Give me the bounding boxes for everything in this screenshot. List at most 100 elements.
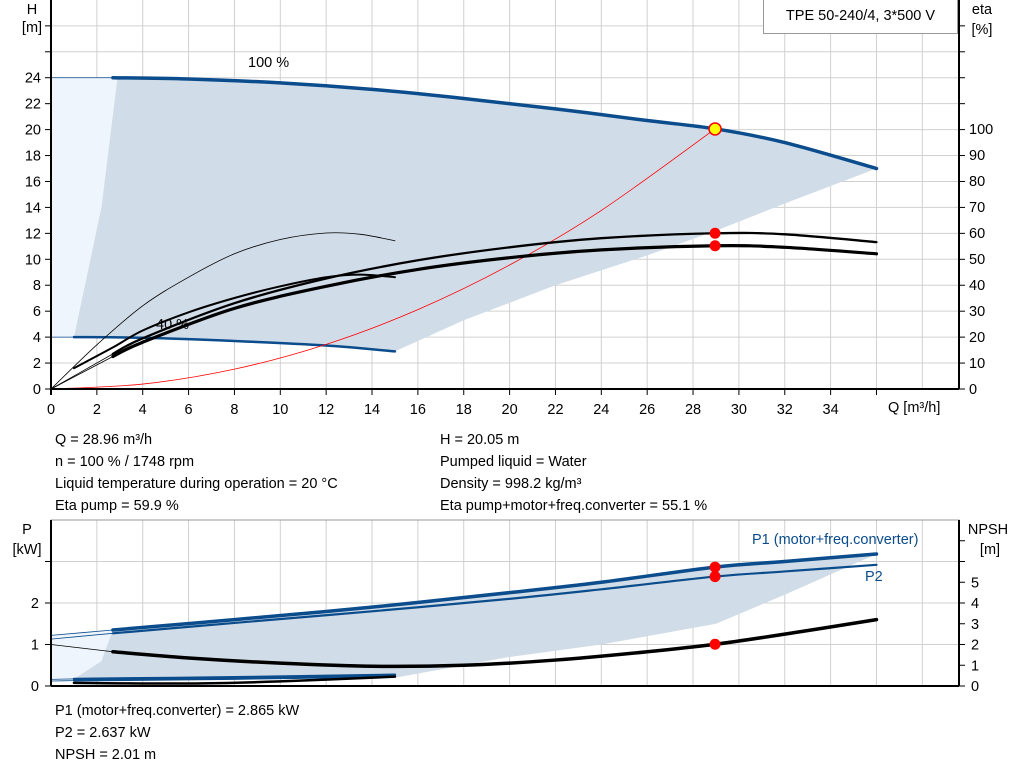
q-tick-label: 30 xyxy=(731,402,747,418)
npsh-tick-label: 5 xyxy=(971,575,979,591)
q-tick-label: 14 xyxy=(364,402,380,418)
info-density: Density = 998.2 kg/m³ xyxy=(440,476,582,492)
p-axis-unit: [kW] xyxy=(13,542,42,558)
eta-axis-unit: [%] xyxy=(972,22,993,38)
q-tick-label: 8 xyxy=(230,402,238,418)
head-curve-40 xyxy=(72,335,397,353)
info-eta-total: Eta pump+motor+freq.converter = 55.1 % xyxy=(440,498,708,514)
info-top-left: Q = 28.96 m³/h n = 100 % / 1748 rpm Liqu… xyxy=(55,429,338,517)
q-tick-label: 32 xyxy=(777,402,793,418)
eta-axis-label: eta xyxy=(972,2,993,18)
h-tick-label: 4 xyxy=(33,330,41,346)
h-tick-label: 14 xyxy=(25,200,41,216)
q-tick-label: 34 xyxy=(823,402,839,418)
eta-total-curve xyxy=(111,244,879,359)
area-light-region xyxy=(51,77,118,338)
eta-tick-label: 40 xyxy=(969,278,985,294)
npsh-tick-label: 1 xyxy=(971,658,979,674)
q-tick-label: 26 xyxy=(639,402,655,418)
eta-tick-label: 10 xyxy=(969,356,985,372)
duty-point-head xyxy=(708,122,722,136)
info-temperature: Liquid temperature during operation = 20… xyxy=(55,476,338,492)
info-eta-pump: Eta pump = 59.9 % xyxy=(55,498,179,514)
q-tick-label: 20 xyxy=(502,402,518,418)
bottom-operating-area xyxy=(51,554,877,680)
eta-tick-label: 60 xyxy=(969,226,985,242)
npsh-curve-40 xyxy=(72,675,397,685)
q-tick-label: 28 xyxy=(685,402,701,418)
h-tick-label: 0 xyxy=(33,382,41,398)
h-tick-label: 8 xyxy=(33,278,41,294)
npsh-tick-label: 2 xyxy=(971,638,979,654)
duty-point-p1 xyxy=(709,561,721,573)
eta-tick-label: 20 xyxy=(969,330,985,346)
info-bottom: P1 (motor+freq.converter) = 2.865 kW P2 … xyxy=(55,700,299,766)
q-tick-label: 10 xyxy=(272,402,288,418)
h-tick-label: 2 xyxy=(33,356,41,372)
top-curves xyxy=(50,75,879,390)
p-axis-label: P xyxy=(22,522,32,538)
annotation-100-percent: 100 % xyxy=(248,55,289,71)
area-dark-region xyxy=(73,554,877,679)
npsh-axis-label: NPSH xyxy=(968,522,1008,538)
area-light-region xyxy=(51,629,113,680)
p1-series-label: P1 (motor+freq.converter) xyxy=(752,532,918,548)
q-tick-label: 22 xyxy=(547,402,563,418)
h-tick-label: 24 xyxy=(25,71,41,87)
eta-tick-label: 70 xyxy=(969,200,985,216)
info-liquid: Pumped liquid = Water xyxy=(440,454,587,470)
npsh-curve-lead-in xyxy=(50,644,113,653)
info-head: H = 20.05 m xyxy=(440,432,520,448)
p2-curve xyxy=(111,563,878,635)
duty-point-eta-pump xyxy=(709,227,721,239)
info-top-right: H = 20.05 m Pumped liquid = Water Densit… xyxy=(440,429,707,517)
eta-tick-label: 50 xyxy=(969,252,985,268)
q-tick-label: 0 xyxy=(47,402,55,418)
system-curve xyxy=(50,128,716,390)
q-tick-label: 18 xyxy=(456,402,472,418)
p1-curve xyxy=(111,552,879,632)
eta-tick-label: 30 xyxy=(969,304,985,320)
p-tick-label: 1 xyxy=(31,638,39,654)
p1-curve-lead-in xyxy=(50,629,113,636)
h-tick-label: 18 xyxy=(25,149,41,165)
eta-tick-label: 0 xyxy=(969,382,977,398)
info-p1: P1 (motor+freq.converter) = 2.865 kW xyxy=(55,703,300,719)
h-tick-label: 20 xyxy=(25,123,41,139)
q-tick-label: 24 xyxy=(593,402,609,418)
npsh-axis-unit: [m] xyxy=(980,542,1000,558)
bottom-axes: 0 1 2 0 1 2 3 4 5 xyxy=(31,520,979,695)
q-axis-label: Q [m³/h] xyxy=(888,400,940,416)
bottom-curves xyxy=(50,552,879,685)
p-tick-label: 2 xyxy=(31,596,39,612)
h-tick-label: 16 xyxy=(25,174,41,190)
duty-point-npsh xyxy=(709,638,721,650)
info-speed: n = 100 % / 1748 rpm xyxy=(55,454,195,470)
npsh-tick-label: 4 xyxy=(971,596,979,612)
eta-tick-label: 100 xyxy=(969,122,993,138)
p-tick-label: 0 xyxy=(31,679,39,695)
p1-curve-40 xyxy=(72,673,397,681)
duty-point-eta-total xyxy=(709,240,721,252)
q-tick-label: 4 xyxy=(139,402,147,418)
q-tick-label: 12 xyxy=(318,402,334,418)
top-axes: 0246810121416182022240102030405060708090… xyxy=(25,0,993,418)
p2-series-label: P2 xyxy=(865,569,883,585)
eta-tick-label: 80 xyxy=(969,174,985,190)
eta-total-curve-lead-in xyxy=(50,356,114,390)
h-tick-label: 10 xyxy=(25,252,41,268)
npsh-tick-label: 3 xyxy=(971,617,979,633)
h-tick-label: 22 xyxy=(25,97,41,113)
info-npsh: NPSH = 2.01 m xyxy=(55,747,157,763)
h-axis-label: H xyxy=(27,2,37,18)
npsh-tick-label: 0 xyxy=(971,679,979,695)
h-tick-label: 6 xyxy=(33,304,41,320)
eta-pump-curve-40 xyxy=(50,232,396,390)
annotation-40-percent: 40 % xyxy=(156,317,189,333)
eta-pump-curve xyxy=(111,231,878,356)
duty-point-p2 xyxy=(709,571,721,583)
info-flow: Q = 28.96 m³/h xyxy=(55,432,153,448)
eta-total-curve-40 xyxy=(72,273,396,370)
h-axis-unit: [m] xyxy=(22,20,42,36)
